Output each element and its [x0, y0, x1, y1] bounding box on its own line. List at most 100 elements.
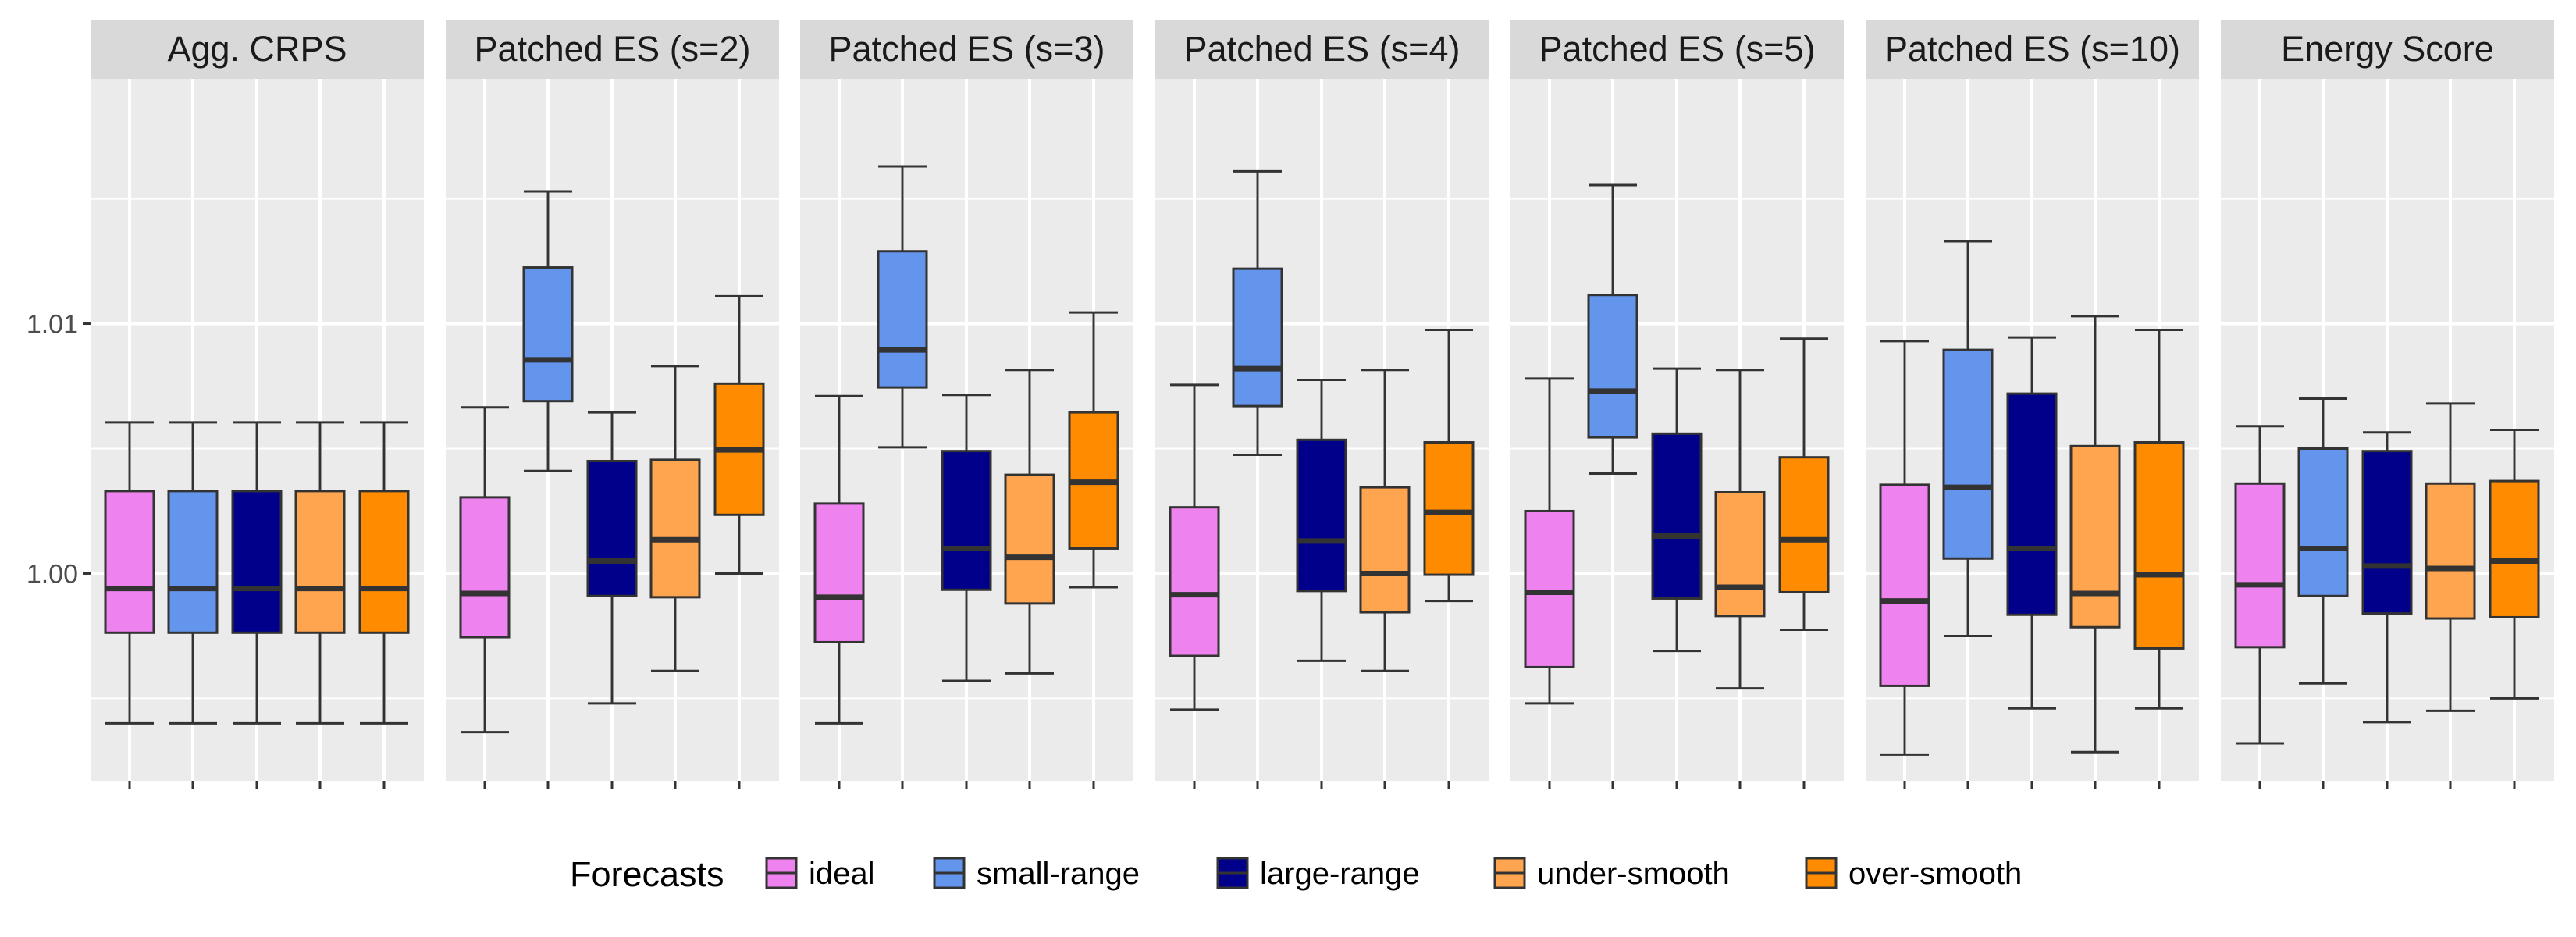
- box-over-smooth: [1778, 337, 1830, 631]
- box-over-smooth: [2133, 329, 2185, 710]
- box-iqr: [941, 450, 992, 591]
- box-iqr: [1879, 483, 1930, 687]
- facet-panels: Agg. CRPS Patched ES (s=2) Patched ES (s=3…: [91, 20, 2554, 789]
- box-small-range: [1587, 183, 1638, 475]
- legend-label: over-smooth: [1848, 857, 2022, 891]
- box-over-smooth: [713, 294, 765, 575]
- box-iqr: [1651, 432, 1703, 600]
- legend-title: Forecasts: [570, 854, 724, 894]
- strip-background: [91, 20, 424, 79]
- box-iqr: [1714, 490, 1766, 618]
- box-iqr: [1778, 456, 1830, 593]
- box-iqr: [813, 502, 865, 643]
- box-ideal: [2234, 425, 2286, 745]
- box-iqr: [522, 266, 574, 403]
- box-ideal: [459, 406, 511, 734]
- box-small-range: [167, 421, 219, 725]
- legend-label: under-smooth: [1537, 857, 1730, 891]
- box-iqr: [1423, 440, 1475, 576]
- strip-background: [2221, 20, 2554, 79]
- box-iqr: [586, 459, 638, 597]
- strip-label: Patched ES (s=3): [829, 29, 1105, 69]
- box-iqr: [2006, 392, 2058, 616]
- box-small-range: [1942, 240, 1994, 637]
- box-under-smooth: [1714, 369, 1766, 690]
- legend-label: large-range: [1260, 857, 1420, 891]
- box-iqr: [2133, 440, 2185, 650]
- box-over-smooth: [1068, 311, 1119, 589]
- box-iqr: [1004, 473, 1055, 605]
- y-tick-label: 1.01: [27, 310, 78, 340]
- box-ideal: [813, 394, 865, 725]
- box-small-range: [877, 165, 928, 449]
- strip-background: [1510, 20, 1844, 79]
- facet-panel: Patched ES (s=5): [1510, 20, 1844, 789]
- facet-panel: Patched ES (s=4): [1155, 20, 1489, 789]
- box-large-range: [586, 411, 638, 705]
- box-large-range: [2361, 431, 2413, 724]
- box-large-range: [1651, 367, 1703, 653]
- box-small-range: [1232, 169, 1283, 456]
- strip-background: [1155, 20, 1489, 79]
- box-under-smooth: [2425, 402, 2476, 712]
- box-iqr: [1232, 267, 1283, 408]
- box-iqr: [2234, 482, 2286, 649]
- facet-panel: Patched ES (s=2): [446, 20, 779, 789]
- box-under-smooth: [1359, 369, 1411, 672]
- strip-label: Patched ES (s=4): [1184, 29, 1461, 69]
- box-over-smooth: [1423, 329, 1475, 603]
- legend-item-under-smooth: under-smooth: [1493, 857, 1730, 891]
- box-iqr: [1169, 506, 1220, 657]
- box-under-smooth: [649, 365, 701, 672]
- box-iqr: [459, 496, 511, 639]
- facet-panel: Agg. CRPS: [91, 20, 424, 789]
- box-iqr: [104, 490, 155, 634]
- box-iqr: [294, 490, 346, 634]
- y-axis: 1.00 1.01: [27, 310, 91, 589]
- strip-label: Agg. CRPS: [167, 29, 347, 69]
- legend-label: small-range: [977, 857, 1140, 891]
- box-under-smooth: [2069, 315, 2121, 754]
- strip-label: Energy Score: [2281, 29, 2494, 69]
- legend-item-over-smooth: over-smooth: [1805, 857, 2022, 891]
- box-iqr: [1524, 509, 1575, 668]
- legend-item-ideal: ideal: [765, 857, 875, 891]
- strip-label: Patched ES (s=2): [475, 29, 751, 69]
- box-ideal: [1524, 377, 1575, 705]
- box-iqr: [2425, 482, 2476, 620]
- facet-panel: Patched ES (s=10): [1866, 20, 2199, 789]
- box-iqr: [649, 458, 701, 599]
- y-tick-label: 1.00: [27, 559, 78, 589]
- facet-panel: Energy Score: [2221, 20, 2554, 789]
- box-iqr: [2297, 447, 2349, 597]
- legend-label: ideal: [809, 857, 875, 891]
- box-over-smooth: [358, 421, 410, 725]
- legend: Forecasts ideal small-range large-range und…: [570, 854, 2022, 894]
- box-iqr: [231, 490, 283, 634]
- legend-keys: ideal small-range large-range under-smooth o…: [765, 857, 2022, 891]
- box-iqr: [2489, 479, 2540, 618]
- box-iqr: [1587, 294, 1638, 439]
- box-under-smooth: [294, 421, 346, 725]
- box-iqr: [877, 250, 928, 389]
- box-under-smooth: [1004, 369, 1055, 675]
- box-iqr: [1296, 438, 1347, 593]
- strip-label: Patched ES (s=10): [1884, 29, 2180, 69]
- box-ideal: [1169, 383, 1220, 711]
- box-large-range: [231, 421, 283, 725]
- box-iqr: [2361, 450, 2413, 615]
- box-iqr: [1942, 348, 1994, 560]
- box-ideal: [1879, 340, 1930, 756]
- strip-background: [800, 20, 1133, 79]
- box-iqr: [1359, 486, 1411, 614]
- box-large-range: [2006, 336, 2058, 710]
- box-iqr: [358, 490, 410, 634]
- box-large-range: [941, 394, 992, 682]
- strip-background: [446, 20, 779, 79]
- legend-item-large-range: large-range: [1216, 857, 1420, 891]
- box-small-range: [2297, 397, 2349, 685]
- facet-panel: Patched ES (s=3): [800, 20, 1133, 789]
- box-iqr: [167, 490, 219, 634]
- box-iqr: [2069, 444, 2121, 629]
